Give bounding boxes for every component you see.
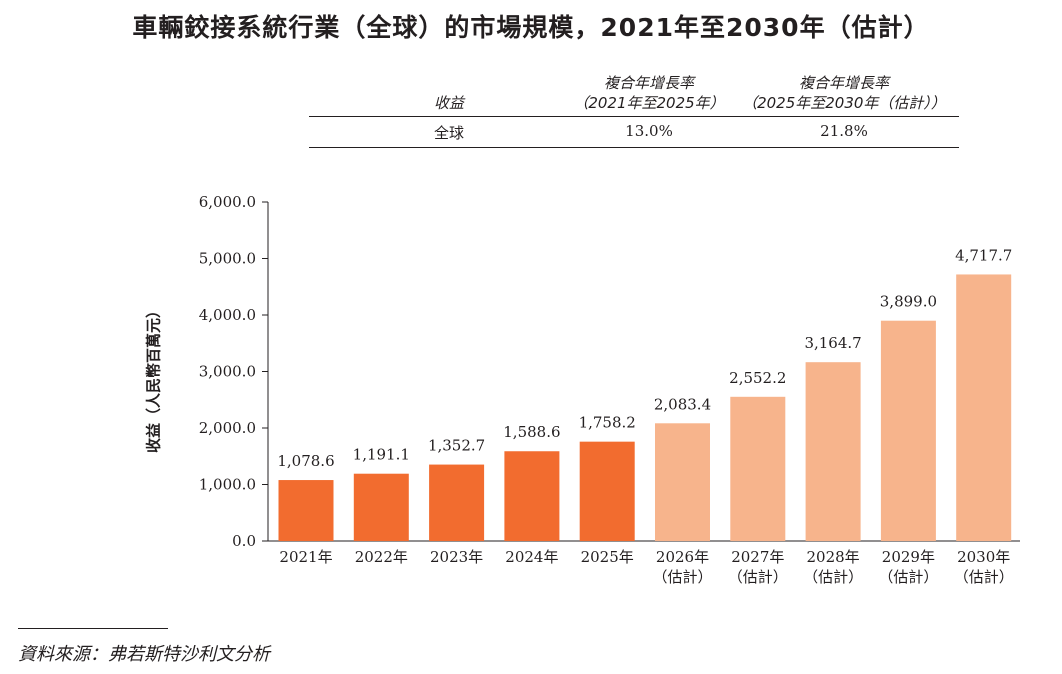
y-tick-label: 3,000.0 [199,363,256,381]
x-tick-label: （估計） [728,568,788,586]
data-label: 1,588.6 [503,423,560,441]
bar [730,396,786,541]
bar [504,451,560,541]
row-value-cagr-2: 21.8% [820,122,868,140]
y-tick-label: 0.0 [232,532,256,550]
x-tick-label: 2025年 [581,548,634,566]
x-tick-label: （估計） [652,568,712,586]
bar [655,423,710,541]
row-value-cagr-1: 13.0% [625,122,673,140]
x-tick-label: 2029年 [882,548,935,566]
x-tick-label: 2024年 [505,548,558,566]
x-tick-label: 2026年 [656,548,709,566]
bar [278,480,334,541]
bar [353,473,409,541]
x-tick-label: 2028年 [807,548,860,566]
cagr-table-row-global: 全球 13.0% 21.8% [309,117,959,148]
y-tick-label: 1,000.0 [199,476,256,494]
header-revenue: 收益 [433,94,464,112]
bar [579,441,635,541]
data-label: 3,164.7 [804,334,861,352]
data-label: 1,352.7 [428,437,485,455]
x-tick-label: 2030年 [957,548,1010,566]
x-tick-label: 2021年 [279,548,332,566]
header-cagr-2025-2030-title: 複合年增長率 [798,74,889,92]
header-cagr-2021-2025-title: 複合年增長率 [603,74,694,92]
data-label: 3,899.0 [880,293,937,311]
data-label: 4,717.7 [955,246,1012,264]
bar [429,464,485,541]
data-label: 2,552.2 [729,369,786,387]
y-tick-label: 2,000.0 [199,419,256,437]
chart-title: 車輛鉸接系統行業（全球）的市場規模，2021年至2030年（估計） [132,13,930,42]
data-label: 1,758.2 [579,414,636,432]
header-cagr-2021-2025-period: （2021年至2025年） [573,94,725,112]
header-cagr-2025-2030-period: （2025年至2030年（估計）） [742,94,946,112]
x-tick-label: （估計） [878,568,938,586]
source-divider [18,628,168,629]
x-tick-label: （估計） [803,568,863,586]
y-tick-label: 4,000.0 [199,306,256,324]
cagr-table: 收益 複合年增長率 （2021年至2025年） 複合年增長率 （2025年至20… [309,70,959,148]
source-note: 資料來源：弗若斯特沙利文分析 [18,644,270,665]
x-tick-label: （估計） [954,568,1014,586]
x-tick-label: 2023年 [430,548,483,566]
cagr-table-header: 收益 複合年增長率 （2021年至2025年） 複合年增長率 （2025年至20… [309,70,959,117]
y-tick-label: 5,000.0 [199,250,256,268]
data-label: 1,191.1 [353,446,410,464]
x-tick-label: 2027年 [731,548,784,566]
y-tick-label: 6,000.0 [199,193,256,211]
data-label: 2,083.4 [654,395,711,413]
x-tick-label: 2022年 [355,548,408,566]
row-label-global: 全球 [433,124,464,142]
bar [880,320,936,541]
bar [956,274,1012,541]
bar [805,362,861,541]
data-label: 1,078.6 [277,452,334,470]
